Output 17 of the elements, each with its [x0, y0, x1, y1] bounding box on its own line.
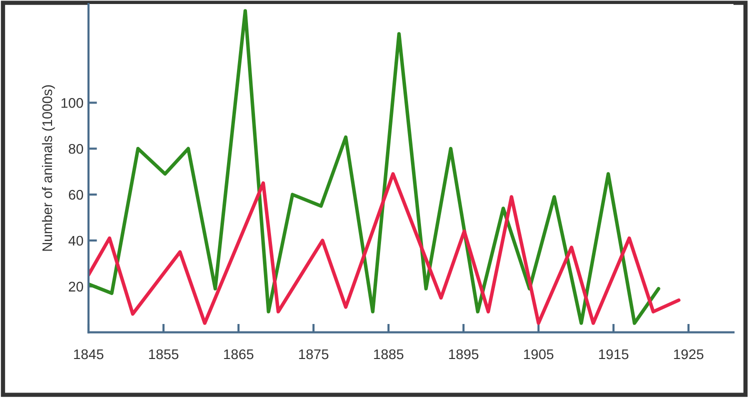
- y-tick-label: 20: [68, 282, 84, 292]
- x-tick-label: 1885: [374, 349, 404, 360]
- y-tick-label: 60: [68, 190, 84, 200]
- x-tick-label: 1875: [299, 349, 328, 360]
- x-tick-label: 1865: [224, 349, 254, 360]
- y-tick-label: 80: [68, 144, 84, 154]
- x-tick-label: 1915: [599, 349, 628, 360]
- line-series: [88, 9, 660, 325]
- x-tick-label: 1925: [674, 349, 704, 360]
- x-tick-label: 1845: [74, 349, 104, 360]
- line-series: [88, 172, 680, 325]
- x-tick-label: 1905: [524, 349, 554, 360]
- x-tick-label: 1895: [449, 349, 478, 360]
- y-axis-title: Number of animals (1000s): [42, 85, 55, 251]
- y-tick-label: 40: [68, 236, 84, 246]
- y-tick-label: 100: [62, 98, 84, 108]
- x-tick-label: 1855: [149, 349, 178, 360]
